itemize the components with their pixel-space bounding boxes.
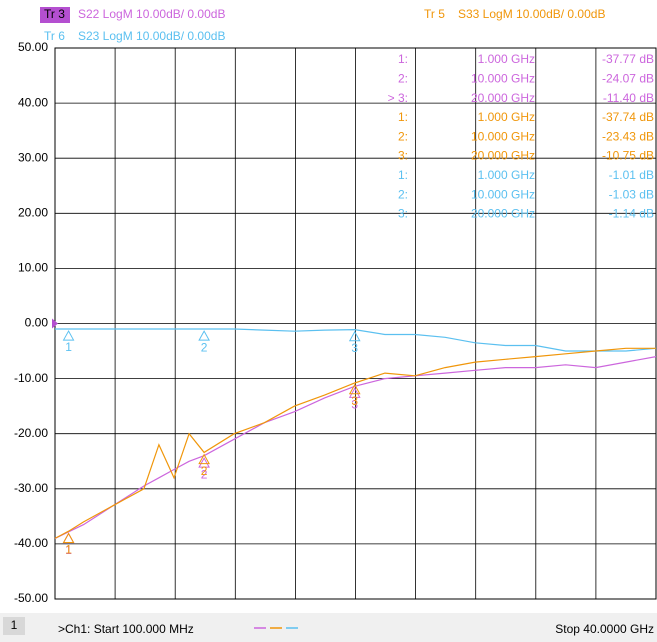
trace-line: [54, 356, 657, 539]
y-tick-label: -50.00: [14, 591, 48, 605]
trace-tag: Tr 6: [44, 29, 65, 43]
marker-triangle: [198, 330, 210, 341]
marker-value: -37.77 dB: [602, 52, 654, 66]
trace-name: S22 LogM 10.00dB/ 0.00dB: [78, 7, 225, 21]
marker-label: > 3:: [388, 91, 408, 105]
y-tick-label: -10.00: [14, 371, 48, 385]
marker-triangle: [348, 387, 361, 398]
y-tick-label: 10.00: [18, 261, 48, 275]
marker-frequency: 10.000 GHz: [471, 71, 535, 85]
y-tick-label: 40.00: [18, 95, 48, 109]
marker-triangle: [62, 532, 75, 544]
marker-number: 3: [351, 341, 358, 355]
marker-label: 2:: [398, 129, 408, 143]
marker-number: 1: [65, 543, 72, 557]
marker-label: 3:: [398, 207, 408, 221]
y-tick-label: -20.00: [14, 426, 48, 440]
marker-frequency: 20.000 GHz: [471, 149, 535, 163]
marker-triangle: [198, 453, 210, 465]
marker-triangle: [62, 330, 75, 341]
marker-label: 2:: [398, 71, 408, 85]
marker-number: 1: [65, 340, 72, 354]
marker-label: 3:: [398, 149, 408, 163]
marker-value: -24.07 dB: [602, 71, 654, 85]
trace-line: [54, 347, 656, 539]
marker-number: 3: [351, 397, 358, 411]
marker-value: -11.40 dB: [603, 91, 654, 105]
marker-number: 2: [201, 340, 208, 354]
marker-triangle: [348, 330, 361, 342]
marker-label: 1:: [398, 52, 408, 66]
marker-number: 2: [201, 464, 208, 478]
trace-name: S23 LogM 10.00dB/ 0.00dB: [78, 29, 225, 43]
y-tick-label: -30.00: [14, 481, 48, 495]
marker-frequency: 10.000 GHz: [471, 129, 535, 143]
marker-triangle: [198, 457, 210, 468]
y-tick-label: 0.00: [25, 316, 49, 330]
marker-label: 1:: [398, 110, 408, 124]
marker-frequency: 1.000 GHz: [478, 168, 535, 182]
marker-label: 1:: [398, 168, 408, 182]
marker-value: -1.01 dB: [609, 168, 654, 182]
marker-triangle: [348, 383, 361, 395]
y-tick-label: -40.00: [14, 536, 48, 550]
marker-number: 1: [65, 543, 72, 557]
marker-label: 2:: [398, 187, 408, 201]
stop-label: Stop 40.0000 GHz: [555, 622, 654, 636]
marker-number: 3: [351, 394, 358, 408]
marker-frequency: 1.000 GHz: [478, 110, 535, 124]
reference-arrow: [52, 318, 58, 329]
channel-box: [3, 617, 25, 635]
marker-triangle: [62, 532, 75, 543]
trace-line: [55, 328, 657, 352]
marker-value: -37.74 dB: [602, 110, 654, 124]
marker-frequency: 10.000 GHz: [471, 187, 535, 201]
marker-frequency: 20.000 GHz: [471, 91, 535, 105]
y-tick-label: 30.00: [18, 150, 48, 164]
marker-value: -10.75 dB: [602, 149, 654, 163]
footer-bar: [0, 613, 657, 642]
trace-tag: Tr 5: [424, 7, 445, 21]
marker-value: -23.43 dB: [602, 129, 654, 143]
start-label: >Ch1: Start 100.000 MHz: [58, 622, 194, 636]
trace-name: S33 LogM 10.00dB/ 0.00dB: [458, 7, 605, 21]
y-tick-label: 20.00: [18, 205, 48, 219]
marker-value: -1.14 dB: [609, 207, 654, 221]
marker-value: -1.03 dB: [609, 187, 654, 201]
channel-number: 1: [11, 618, 18, 632]
marker-number: 2: [201, 467, 208, 481]
trace-tag: Tr 3: [44, 7, 65, 21]
marker-frequency: 1.000 GHz: [478, 52, 535, 66]
y-tick-label: 50.00: [18, 40, 48, 54]
marker-frequency: 20.000 GHz: [471, 207, 535, 221]
active-trace-tag: [40, 7, 70, 23]
